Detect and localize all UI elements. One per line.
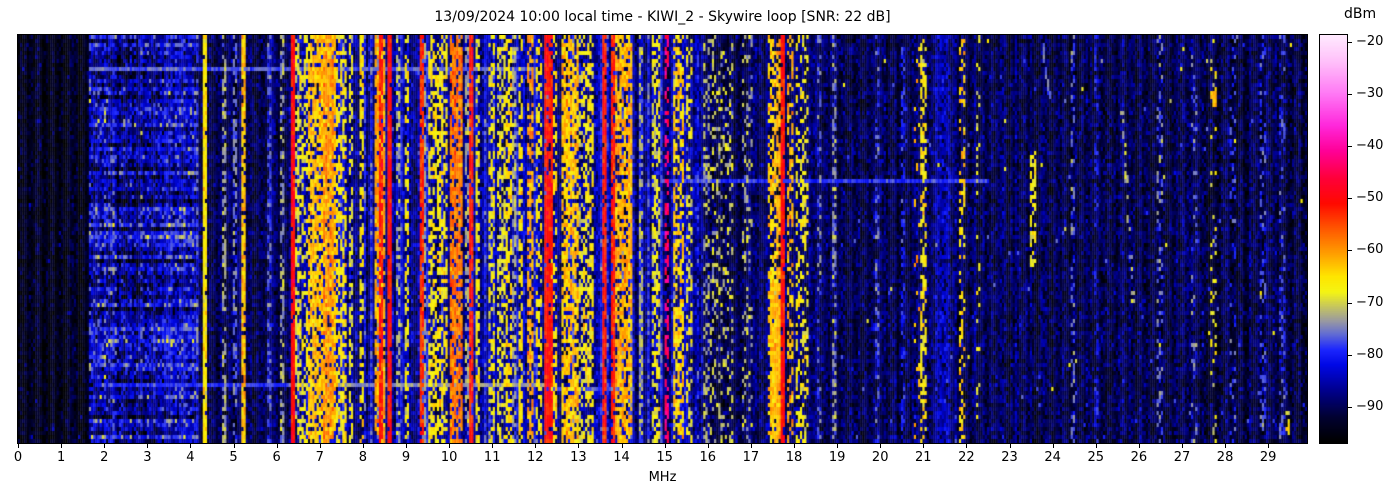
x-tick-label: 19 xyxy=(828,450,846,465)
x-tick-label: 15 xyxy=(656,450,673,465)
x-tick-label: 24 xyxy=(1044,450,1061,465)
x-tick-label: 11 xyxy=(483,450,501,465)
x-tick xyxy=(1009,444,1011,448)
x-tick-label: 4 xyxy=(186,450,195,465)
x-tick xyxy=(18,444,19,448)
x-tick-label: 1 xyxy=(56,450,66,465)
x-tick-label: 6 xyxy=(272,450,281,465)
x-tick xyxy=(1225,444,1227,448)
x-tick xyxy=(190,444,192,448)
x-tick-label: 26 xyxy=(1130,450,1148,465)
x-tick xyxy=(492,444,494,448)
x-tick xyxy=(923,444,925,448)
x-tick xyxy=(61,444,63,448)
x-tick-label: 8 xyxy=(358,450,368,465)
x-tick-label: 3 xyxy=(143,450,152,465)
colorbar-tick-label: −50 xyxy=(1356,190,1384,206)
waterfall-heatmap-canvas xyxy=(17,34,1308,444)
x-tick xyxy=(578,444,580,448)
x-tick-label: 28 xyxy=(1216,450,1234,465)
x-tick xyxy=(837,444,839,448)
x-tick xyxy=(1268,444,1270,448)
x-tick xyxy=(405,444,407,448)
colorbar-tick-label: −90 xyxy=(1356,399,1384,414)
x-tick-label: 10 xyxy=(440,450,458,465)
x-tick xyxy=(147,444,149,448)
x-tick-label: 14 xyxy=(613,450,630,465)
x-tick-label: 27 xyxy=(1173,450,1191,465)
x-tick xyxy=(664,444,666,448)
x-tick-label: 20 xyxy=(871,450,889,465)
x-tick xyxy=(793,444,795,448)
colorbar-tick xyxy=(1348,354,1352,356)
x-tick-label: 13 xyxy=(570,450,587,465)
x-tick-label: 16 xyxy=(699,450,717,465)
x-tick xyxy=(104,444,106,448)
x-tick-label: 12 xyxy=(527,450,544,465)
x-tick-label: 29 xyxy=(1259,450,1277,465)
x-tick-label: 18 xyxy=(785,450,803,465)
x-tick-label: 5 xyxy=(229,450,238,465)
x-tick xyxy=(319,444,321,448)
colorbar-tick xyxy=(1348,41,1352,43)
x-tick xyxy=(1181,444,1183,448)
x-tick xyxy=(707,444,709,448)
colorbar-tick xyxy=(1348,198,1352,200)
colorbar-tick xyxy=(1348,146,1352,148)
colorbar-tick-label: −70 xyxy=(1356,294,1384,310)
x-tick xyxy=(1052,444,1054,448)
x-tick-label: 17 xyxy=(742,450,760,465)
x-tick xyxy=(1138,444,1140,448)
x-tick-label: 23 xyxy=(1001,450,1018,465)
x-tick xyxy=(966,444,968,448)
colorbar-tick-label: −30 xyxy=(1356,85,1384,101)
x-tick-label: 21 xyxy=(915,450,932,465)
x-tick-label: 7 xyxy=(315,450,324,465)
colorbar-tick xyxy=(1348,302,1352,304)
colorbar-tick-label: −40 xyxy=(1356,138,1384,154)
colorbar-tick xyxy=(1348,407,1352,408)
colorbar-tick xyxy=(1348,93,1352,95)
x-tick xyxy=(535,444,537,448)
x-tick xyxy=(750,444,752,448)
x-tick-label: 9 xyxy=(401,450,411,465)
x-tick xyxy=(362,444,364,448)
colorbar-tick-label: −20 xyxy=(1356,33,1384,49)
colorbar-canvas xyxy=(1319,34,1348,444)
colorbar-unit-label: dBm xyxy=(1344,6,1377,22)
x-tick-label: 22 xyxy=(958,450,975,465)
colorbar-tick-label: −60 xyxy=(1356,242,1384,258)
x-tick xyxy=(880,444,882,448)
chart-title: 13/09/2024 10:00 local time - KIWI_2 - S… xyxy=(434,9,891,25)
x-tick xyxy=(449,444,451,448)
x-tick xyxy=(1095,444,1097,448)
x-tick-label: 2 xyxy=(100,450,109,465)
colorbar-tick-label: −80 xyxy=(1356,346,1384,362)
x-tick xyxy=(233,444,235,448)
x-tick xyxy=(276,444,278,448)
x-tick xyxy=(621,444,623,448)
x-axis-label: MHz xyxy=(648,470,677,485)
x-tick-label: 25 xyxy=(1087,450,1105,465)
colorbar-tick xyxy=(1348,250,1352,252)
x-tick-label: 0 xyxy=(13,450,23,465)
